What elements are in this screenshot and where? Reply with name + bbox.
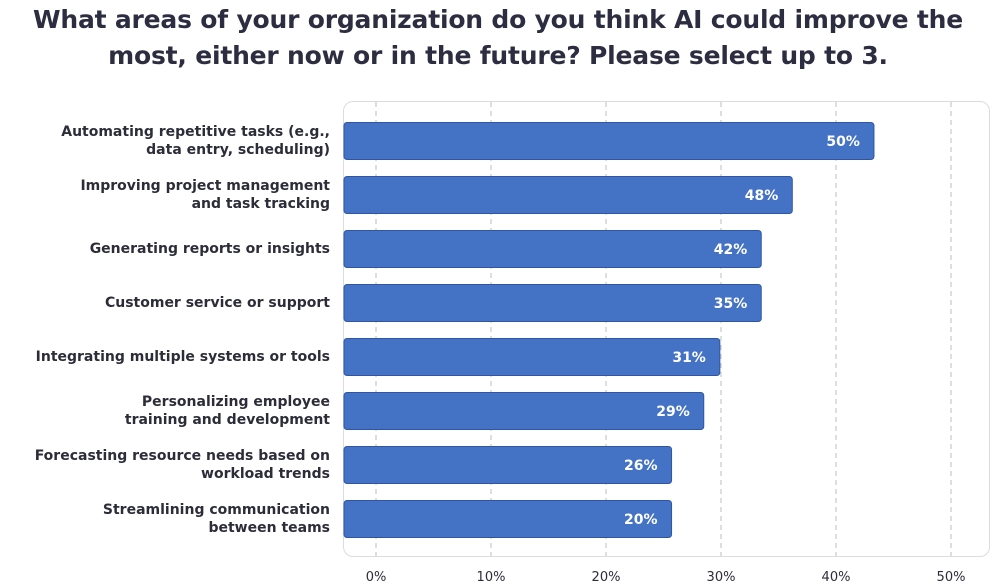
category-label: Improving project management and task tra… [10, 177, 330, 213]
bar-value-label: 31% [672, 350, 706, 366]
bar-value-label: 29% [656, 404, 690, 420]
chart-title: What areas of your organization do you t… [0, 2, 996, 74]
category-label-line: Customer service or support [104, 295, 330, 311]
category-label: Integrating multiple systems or tools [10, 348, 330, 366]
category-label-line: Forecasting resource needs based on [34, 448, 330, 464]
category-label-line: Generating reports or insights [89, 241, 330, 257]
x-tick-label: 40% [821, 570, 851, 585]
category-label-line: training and development [124, 412, 330, 428]
x-tick-label: 0% [365, 570, 387, 585]
bar-value-label: 20% [624, 512, 658, 528]
bar-value-label: 50% [826, 134, 860, 150]
bar-value-label: 35% [714, 296, 748, 312]
category-label-line: between teams [208, 520, 330, 536]
category-label: Forecasting resource needs based on workl… [10, 447, 330, 483]
x-tick-label: 10% [476, 570, 506, 585]
category-label-line: workload trends [201, 466, 330, 482]
category-label-line: Personalizing employee [141, 394, 330, 410]
category-label-line: and task tracking [191, 196, 330, 212]
bar [343, 230, 762, 268]
bar [343, 500, 673, 538]
category-label-line: Streamlining communication [102, 502, 330, 518]
bar [343, 284, 762, 322]
bar [343, 122, 875, 160]
category-label: Personalizing employee training and devel… [10, 393, 330, 429]
category-label: Streamlining communication between teams [10, 501, 330, 537]
bar-value-label: 26% [624, 458, 658, 474]
category-label-line: Automating repetitive tasks (e.g., [61, 124, 330, 140]
x-tick-label: 50% [936, 570, 966, 585]
chart-title-line-1: What areas of your organization do you t… [32, 5, 963, 34]
category-label: Generating reports or insights [10, 240, 330, 258]
bar [343, 446, 673, 484]
category-label-line: Integrating multiple systems or tools [35, 349, 330, 365]
category-label: Automating repetitive tasks (e.g., data e… [10, 123, 330, 159]
bar [343, 338, 721, 376]
category-label-line: Improving project management [80, 178, 330, 194]
category-label: Customer service or support [10, 294, 330, 312]
bar-value-label: 42% [714, 242, 748, 258]
x-tick-label: 30% [706, 570, 736, 585]
x-tick-label: 20% [591, 570, 621, 585]
chart-title-line-2: most, either now or in the future? Pleas… [108, 41, 888, 70]
bar [343, 176, 793, 214]
bar [343, 392, 705, 430]
category-label-line: data entry, scheduling) [146, 142, 330, 158]
bar-value-label: 48% [745, 188, 779, 204]
